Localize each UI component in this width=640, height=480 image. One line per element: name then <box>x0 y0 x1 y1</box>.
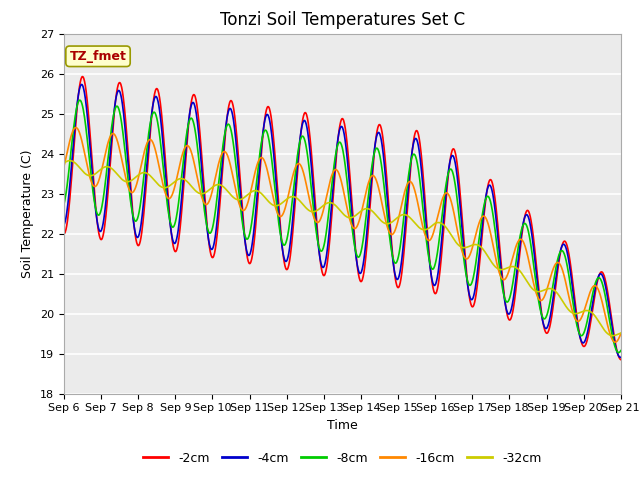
X-axis label: Time: Time <box>327 419 358 432</box>
Text: TZ_fmet: TZ_fmet <box>70 50 127 63</box>
Legend: -2cm, -4cm, -8cm, -16cm, -32cm: -2cm, -4cm, -8cm, -16cm, -32cm <box>138 447 547 469</box>
Title: Tonzi Soil Temperatures Set C: Tonzi Soil Temperatures Set C <box>220 11 465 29</box>
Y-axis label: Soil Temperature (C): Soil Temperature (C) <box>22 149 35 278</box>
